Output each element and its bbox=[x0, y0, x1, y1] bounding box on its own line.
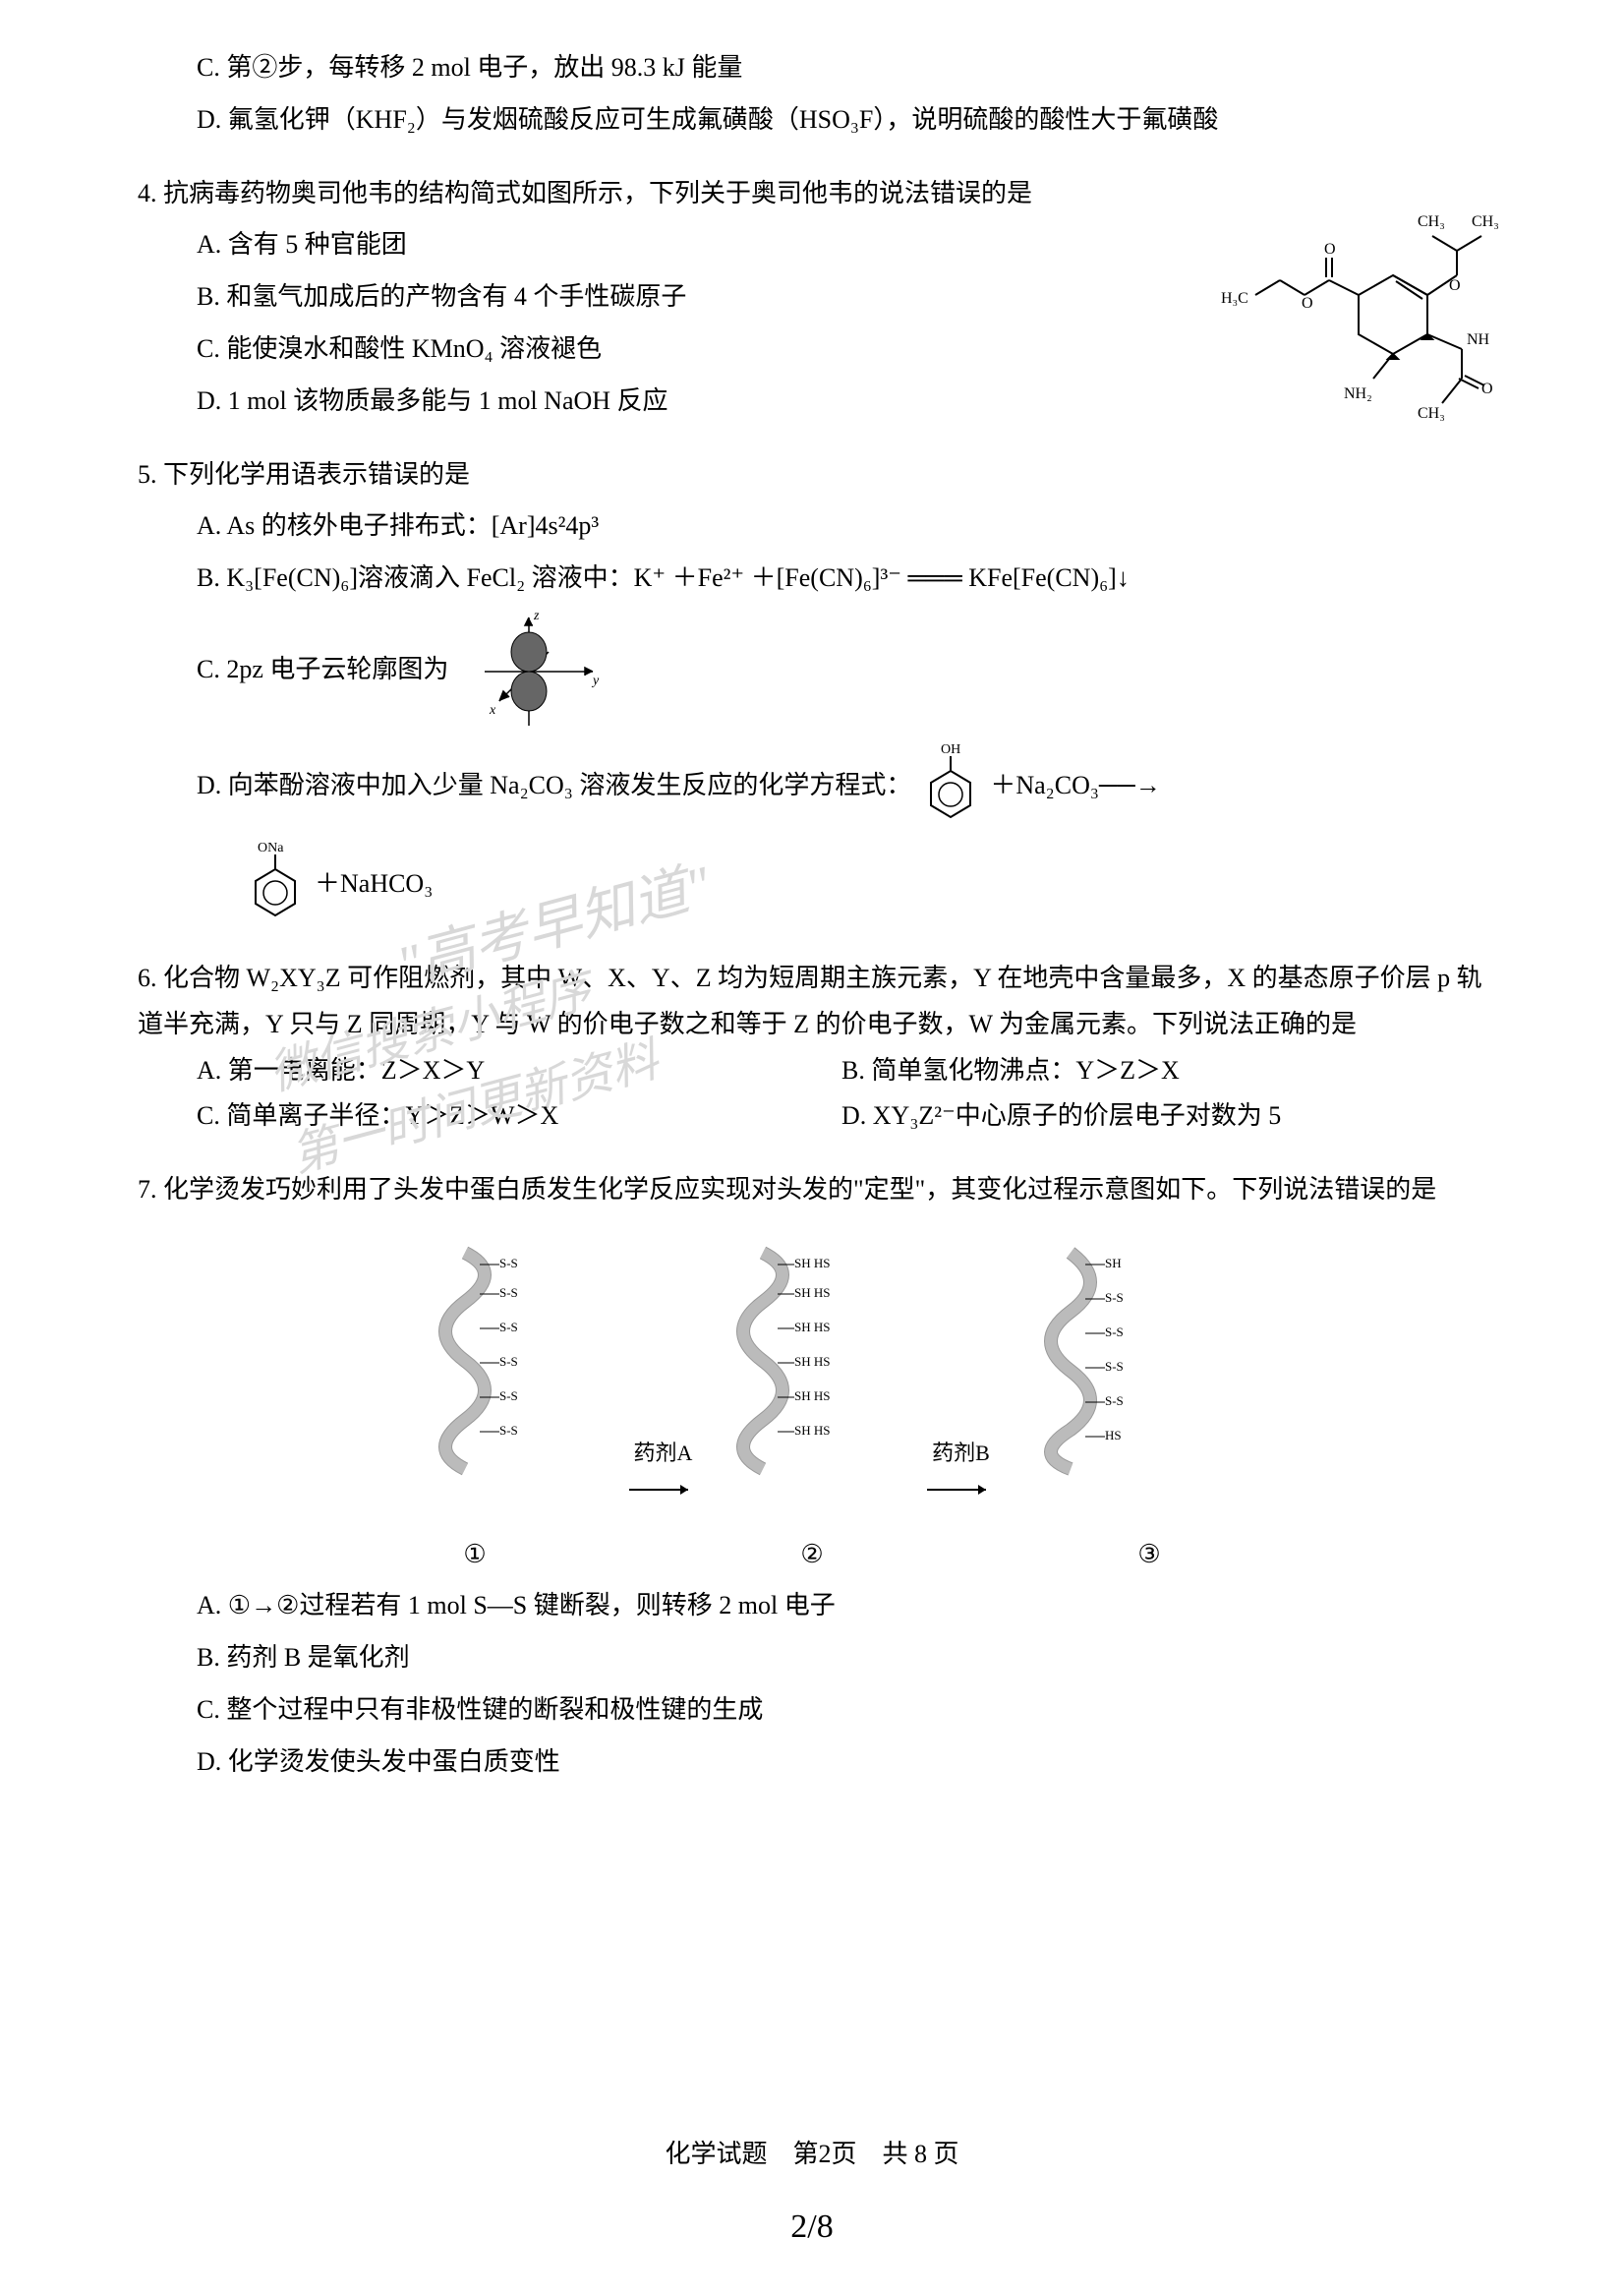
svg-text:HS: HS bbox=[1105, 1428, 1122, 1442]
q7-option-a: A. ①→②过程若有 1 mol S—S 键断裂，则转移 2 mol 电子 bbox=[138, 1583, 1486, 1629]
helix-state-1: S-S S-S S-S S-S S-S S-S bbox=[416, 1233, 612, 1479]
q6-stem: 6. 化合物 W₂XY₃Z 可作阻燃剂，其中 W、X、Y、Z 均为短周期主族元素… bbox=[138, 956, 1486, 1048]
reagent-a-arrow: 药剂A bbox=[619, 1434, 708, 1511]
q5-option-b: B. K₃[Fe(CN)₆]溶液滴入 FeCl₂ 溶液中：K⁺ ＋Fe²⁺ ＋[… bbox=[138, 556, 1486, 602]
q5-optd-prefix: D. 向苯酚溶液中加入少量 Na₂CO₃ 溶液发生反应的化学方程式： bbox=[197, 763, 911, 809]
q5-optd-reactant-text: ＋Na₂CO₃ bbox=[990, 763, 1099, 809]
q3-option-d: D. 氟氢化钾（KHF₂）与发烟硫酸反应可生成氟磺酸（HSO₃F），说明硫酸的酸… bbox=[138, 97, 1486, 144]
q7-state-labels: ① ② ③ bbox=[138, 1532, 1486, 1578]
q5-option-a: A. As 的核外电子排布式：[Ar]4s²4p³ bbox=[138, 503, 1486, 550]
svg-text:NH: NH bbox=[1467, 331, 1490, 348]
phenol-reactant: OH bbox=[911, 741, 990, 830]
svg-text:SH HS: SH HS bbox=[794, 1285, 831, 1300]
svg-text:S-S: S-S bbox=[499, 1256, 518, 1270]
q7-option-c: C. 整个过程中只有非极性键的断裂和极性键的生成 bbox=[138, 1687, 1486, 1734]
svg-text:S-S: S-S bbox=[499, 1285, 518, 1300]
svg-text:z: z bbox=[533, 609, 540, 623]
svg-text:H₃C: H₃C bbox=[1221, 290, 1248, 307]
svg-text:CH₃: CH₃ bbox=[1418, 213, 1445, 230]
q7-stem: 7. 化学烫发巧妙利用了头发中蛋白质发生化学反应实现对头发的"定型"，其变化过程… bbox=[138, 1167, 1486, 1213]
svg-text:O: O bbox=[1449, 277, 1461, 294]
pz-orbital-diagram: z y x bbox=[455, 608, 603, 736]
q5-option-c: C. 2pz 电子云轮廓图为 z y x bbox=[138, 608, 1486, 736]
svg-text:SH HS: SH HS bbox=[794, 1256, 831, 1270]
q7-option-b: B. 药剂 B 是氧化剂 bbox=[138, 1635, 1486, 1681]
svg-text:SH HS: SH HS bbox=[794, 1423, 831, 1438]
q5-optd-product-text: ＋NaHCO₃ bbox=[315, 861, 433, 908]
q7-diagram: S-S S-S S-S S-S S-S S-S 药剂A bbox=[138, 1233, 1486, 1512]
svg-text:O: O bbox=[1324, 241, 1336, 258]
question-6: 6. 化合物 W₂XY₃Z 可作阻燃剂，其中 W、X、Y、Z 均为短周期主族元素… bbox=[138, 956, 1486, 1140]
q3-option-c: C. 第②步，每转移 2 mol 电子，放出 98.3 kJ 能量 bbox=[138, 45, 1486, 91]
q6-option-d: D. XY₃Z²⁻中心原子的价层电子对数为 5 bbox=[841, 1093, 1486, 1140]
reaction-arrow: ──→ bbox=[1099, 763, 1161, 809]
helix-state-2: SH HS SH HS SH HS SH HS SH HS SH HS bbox=[714, 1233, 910, 1479]
molecule-svg: CH₃ CH₃ H₃C NH₂ NH CH₃ O O O O bbox=[1211, 197, 1506, 433]
svg-text:S-S: S-S bbox=[499, 1388, 518, 1403]
q6-option-a: A. 第一电离能：Z＞X＞Y bbox=[197, 1048, 841, 1094]
svg-text:y: y bbox=[591, 674, 600, 688]
svg-text:SH HS: SH HS bbox=[794, 1320, 831, 1334]
svg-text:S-S: S-S bbox=[499, 1320, 518, 1334]
svg-text:SH: SH bbox=[1105, 1256, 1122, 1270]
svg-text:SH HS: SH HS bbox=[794, 1388, 831, 1403]
svg-text:CH₃: CH₃ bbox=[1472, 213, 1499, 230]
svg-text:ONa: ONa bbox=[258, 841, 284, 855]
svg-text:S-S: S-S bbox=[1105, 1359, 1124, 1374]
helix-state-3: SH S-S S-S S-S S-S HS bbox=[1012, 1233, 1208, 1479]
q5-option-d: D. 向苯酚溶液中加入少量 Na₂CO₃ 溶液发生反应的化学方程式： OH ＋N… bbox=[138, 741, 1486, 830]
svg-text:O: O bbox=[1481, 381, 1493, 397]
svg-text:S-S: S-S bbox=[1105, 1290, 1124, 1305]
reagent-b-arrow: 药剂B bbox=[917, 1434, 1006, 1511]
sodium-phenoxide: ONa bbox=[236, 840, 315, 928]
svg-text:S-S: S-S bbox=[1105, 1393, 1124, 1408]
q6-option-c: C. 简单离子半径：Y＞Z＞W＞X bbox=[197, 1093, 841, 1140]
page-footer: 化学试题 第2页 共 8 页 bbox=[0, 2132, 1624, 2178]
oseltamivir-structure: CH₃ CH₃ H₃C NH₂ NH CH₃ O O O O bbox=[1211, 197, 1506, 433]
svg-text:O: O bbox=[1302, 295, 1313, 312]
svg-text:x: x bbox=[489, 703, 496, 718]
svg-text:NH₂: NH₂ bbox=[1344, 385, 1372, 402]
q5-optd-product-row: ONa ＋NaHCO₃ bbox=[138, 840, 1486, 928]
svg-text:S-S: S-S bbox=[1105, 1325, 1124, 1339]
svg-text:SH HS: SH HS bbox=[794, 1354, 831, 1369]
svg-text:S-S: S-S bbox=[499, 1423, 518, 1438]
svg-text:CH₃: CH₃ bbox=[1418, 405, 1445, 422]
svg-text:S-S: S-S bbox=[499, 1354, 518, 1369]
q6-option-b: B. 简单氢化物沸点：Y＞Z＞X bbox=[841, 1048, 1486, 1094]
question-3-continued: C. 第②步，每转移 2 mol 电子，放出 98.3 kJ 能量 D. 氟氢化… bbox=[138, 45, 1486, 144]
q5-optc-text: C. 2pz 电子云轮廓图为 bbox=[197, 655, 448, 683]
svg-text:OH: OH bbox=[941, 742, 960, 757]
question-7: 7. 化学烫发巧妙利用了头发中蛋白质发生化学反应实现对头发的"定型"，其变化过程… bbox=[138, 1167, 1486, 1785]
question-5: 5. 下列化学用语表示错误的是 A. As 的核外电子排布式：[Ar]4s²4p… bbox=[138, 452, 1486, 928]
q7-option-d: D. 化学烫发使头发中蛋白质变性 bbox=[138, 1739, 1486, 1786]
page-counter: 2/8 bbox=[0, 2197, 1624, 2257]
q5-stem: 5. 下列化学用语表示错误的是 bbox=[138, 452, 1486, 499]
